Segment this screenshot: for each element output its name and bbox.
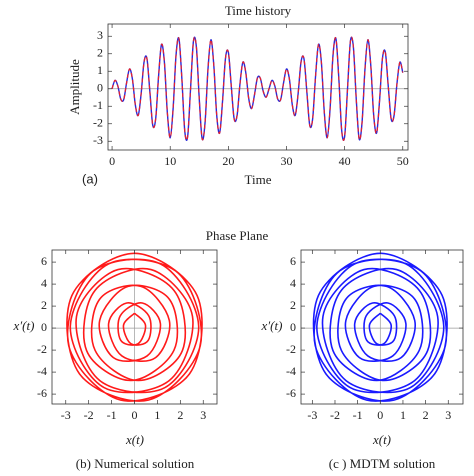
panel-label: (a) bbox=[82, 171, 98, 186]
x-tick-label: -1 bbox=[353, 408, 363, 422]
y-tick-label: -4 bbox=[37, 364, 47, 378]
y-tick-label: -4 bbox=[286, 364, 296, 378]
panel-caption: (b) Numerical solution bbox=[76, 456, 195, 471]
phase-plane-title: Phase Plane bbox=[206, 228, 269, 243]
y-tick-label: -1 bbox=[93, 98, 103, 112]
x-tick-label: -3 bbox=[307, 408, 317, 422]
x-tick-label: -2 bbox=[84, 408, 94, 422]
x-tick-label: 50 bbox=[397, 154, 409, 168]
y-tick-label: 6 bbox=[41, 254, 47, 268]
x-axis-label: x(t) bbox=[372, 432, 391, 447]
y-tick-label: 0 bbox=[290, 320, 296, 334]
x-axis-label: Time bbox=[245, 172, 272, 187]
x-tick-label: 0 bbox=[132, 408, 138, 422]
y-tick-label: 1 bbox=[97, 63, 103, 77]
chart-title: Time history bbox=[225, 3, 292, 18]
plot-frame bbox=[300, 249, 464, 405]
x-tick-label: -3 bbox=[61, 408, 71, 422]
x-tick-label: 3 bbox=[445, 408, 451, 422]
y-tick-label: -2 bbox=[37, 342, 47, 356]
x-tick-label: -1 bbox=[107, 408, 117, 422]
y-tick-label: 2 bbox=[290, 298, 296, 312]
y-tick-label: 4 bbox=[290, 276, 296, 290]
x-tick-label: 3 bbox=[200, 408, 206, 422]
y-tick-label: 3 bbox=[97, 28, 103, 42]
y-tick-label: 0 bbox=[97, 81, 103, 95]
x-tick-label: 40 bbox=[339, 154, 351, 168]
y-tick-label: -3 bbox=[93, 133, 103, 147]
x-tick-label: 2 bbox=[177, 408, 183, 422]
y-tick-label: -2 bbox=[93, 116, 103, 130]
y-tick-label: -2 bbox=[286, 342, 296, 356]
x-tick-label: 0 bbox=[377, 408, 383, 422]
plot-frame bbox=[107, 23, 409, 151]
y-axis-label: Amplitude bbox=[67, 59, 82, 115]
x-tick-label: 1 bbox=[400, 408, 406, 422]
y-tick-label: 4 bbox=[41, 276, 47, 290]
y-tick-label: 2 bbox=[97, 46, 103, 60]
y-tick-label: 0 bbox=[41, 320, 47, 334]
y-tick-label: 6 bbox=[290, 254, 296, 268]
x-tick-label: 10 bbox=[164, 154, 176, 168]
panel-caption: (c ) MDTM solution bbox=[329, 456, 436, 471]
y-tick-label: -6 bbox=[37, 386, 47, 400]
y-axis-label: x′(t) bbox=[261, 318, 283, 333]
x-tick-label: 30 bbox=[280, 154, 292, 168]
series-line bbox=[111, 36, 404, 141]
x-tick-label: 20 bbox=[222, 154, 234, 168]
x-axis-label: x(t) bbox=[125, 432, 144, 447]
plot-area bbox=[111, 36, 404, 142]
y-tick-label: -6 bbox=[286, 386, 296, 400]
x-tick-label: -2 bbox=[330, 408, 340, 422]
y-tick-label: 2 bbox=[41, 298, 47, 312]
x-tick-label: 0 bbox=[109, 154, 115, 168]
x-tick-label: 1 bbox=[154, 408, 160, 422]
x-tick-label: 2 bbox=[423, 408, 429, 422]
y-axis-label: x′(t) bbox=[13, 318, 35, 333]
